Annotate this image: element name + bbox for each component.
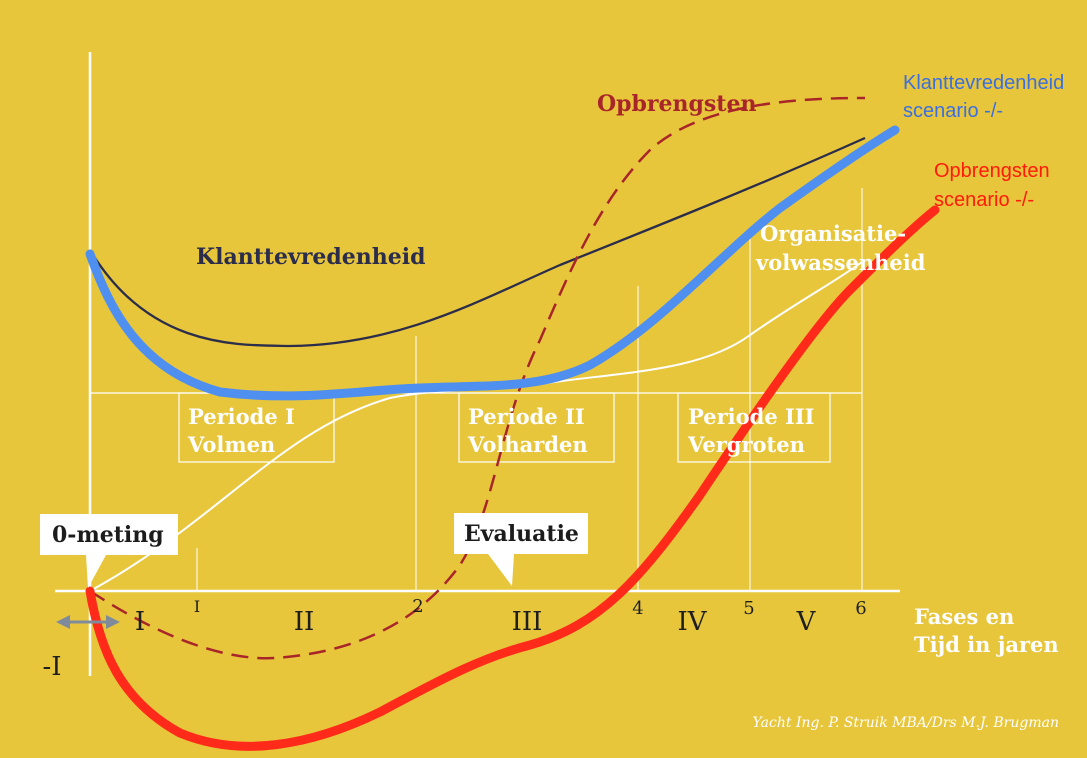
period-box-2 bbox=[458, 392, 615, 463]
period-box-3 bbox=[677, 392, 831, 463]
period-3-title: Periode III bbox=[688, 404, 814, 429]
klanttevredenheid-curve bbox=[89, 136, 866, 348]
phase-label-1: I bbox=[135, 607, 145, 637]
scenario-klant-label-line1: Klanttevredenheid bbox=[903, 72, 1064, 94]
period-1-subtitle: Volmen bbox=[187, 432, 275, 457]
credit-text: Yacht Ing. P. Struik MBA/Drs M.J. Brugma… bbox=[753, 715, 1059, 731]
period-1-title: Periode I bbox=[188, 404, 295, 429]
evaluatie-label: Evaluatie bbox=[464, 521, 579, 547]
phase-label-2: II bbox=[294, 607, 315, 637]
axis-label-line1: Fases en bbox=[914, 604, 1014, 629]
period-2-title: Periode II bbox=[468, 404, 585, 429]
nulmeting-callout: 0-meting bbox=[40, 514, 178, 588]
organisatie-label-line2: volwassenheid bbox=[755, 250, 926, 275]
evaluatie-callout: Evaluatie bbox=[454, 513, 588, 586]
period-2-subtitle: Volharden bbox=[467, 432, 588, 457]
nulmeting-label: 0-meting bbox=[52, 522, 164, 548]
scenario-opbr-label-line2: scenario -/- bbox=[934, 189, 1034, 211]
phase-label-negative: -I bbox=[42, 652, 61, 682]
year-tick-6: 6 bbox=[855, 598, 866, 619]
phase-label-5: V bbox=[796, 607, 817, 637]
axis-label-line2: Tijd in jaren bbox=[914, 632, 1059, 657]
phase-label-4: IV bbox=[677, 607, 707, 637]
scenario-opbr-label-line1: Opbrengsten bbox=[934, 160, 1050, 182]
year-tick-1: I bbox=[194, 597, 200, 616]
klanttevredenheid-label: Klanttevredenheid bbox=[196, 244, 426, 270]
year-tick-4: 4 bbox=[632, 598, 643, 619]
period-3-subtitle: Vergroten bbox=[687, 432, 805, 457]
scenario-opbr-curve bbox=[85, 205, 940, 751]
scenario-klant-label-line2: scenario -/- bbox=[903, 100, 1003, 122]
year-tick-2: 2 bbox=[412, 596, 423, 617]
opbrengsten-label: Opbrengsten bbox=[597, 91, 756, 117]
double-arrow-icon bbox=[56, 615, 120, 629]
year-tick-5: 5 bbox=[743, 598, 754, 619]
opbrengsten-curve bbox=[89, 96, 866, 660]
phase-label-3: III bbox=[512, 607, 543, 637]
organisatie-label-line1: Organisatie- bbox=[760, 221, 906, 246]
scenario-klant-curve bbox=[85, 125, 900, 401]
